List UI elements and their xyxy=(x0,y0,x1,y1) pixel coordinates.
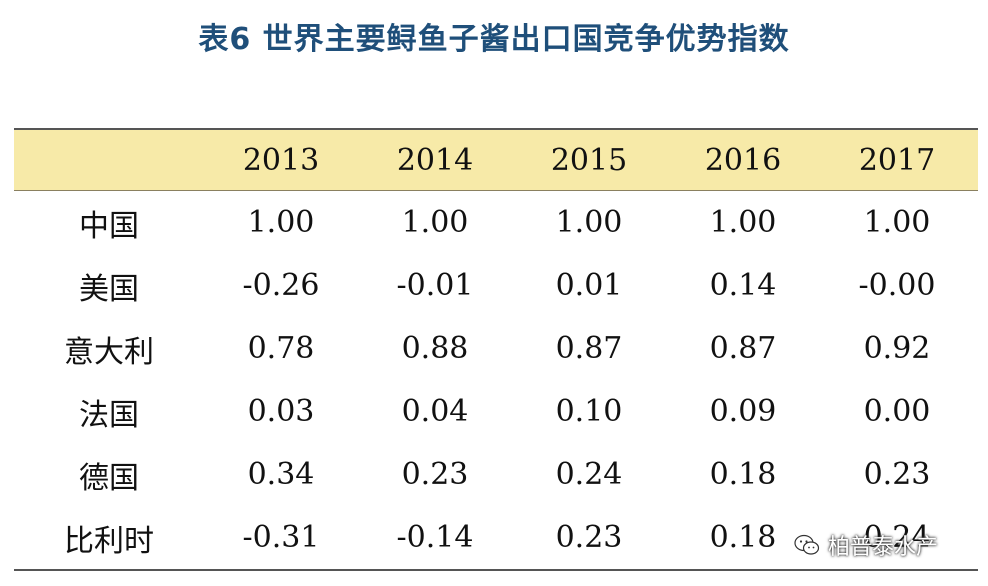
table-cell: 0.10 xyxy=(555,394,623,429)
table-cell: 0.23 xyxy=(863,457,931,492)
table-cell: 1.00 xyxy=(555,205,623,240)
table-row: 美国 -0.26 -0.01 0.01 0.14 -0.00 xyxy=(14,254,978,317)
table-row: 中国 1.00 1.00 1.00 1.00 1.00 xyxy=(14,191,978,254)
table-cell: 1.00 xyxy=(863,205,931,240)
table-cell: -0.00 xyxy=(858,268,936,303)
row-label-usa: 美国 xyxy=(79,271,139,307)
table-cell: 0.92 xyxy=(863,331,931,366)
table-cell: 0.87 xyxy=(555,331,623,366)
table-row: 意大利 0.78 0.88 0.87 0.87 0.92 xyxy=(14,317,978,380)
table-cell: 0.03 xyxy=(247,394,315,429)
table-cell: -0.14 xyxy=(396,520,474,555)
table-cell: 0.87 xyxy=(709,331,777,366)
header-year-2017: 2017 xyxy=(858,142,936,178)
data-table: 2013 2014 2015 2016 2017 中国 1.00 1.00 1.… xyxy=(14,128,978,571)
table-cell: 0.24 xyxy=(863,520,931,555)
table-row: 法国 0.03 0.04 0.10 0.09 0.00 xyxy=(14,380,978,443)
table-cell: 0.78 xyxy=(247,331,315,366)
table-cell: 0.14 xyxy=(709,268,777,303)
table-cell: 0.18 xyxy=(709,457,777,492)
table-cell: 0.00 xyxy=(863,394,931,429)
table-cell: -0.01 xyxy=(396,268,474,303)
header-year-2014: 2014 xyxy=(396,142,474,178)
table-title: 表6 世界主要鲟鱼子酱出口国竞争优势指数 xyxy=(198,22,790,57)
table-cell: 1.00 xyxy=(709,205,777,240)
table-body: 中国 1.00 1.00 1.00 1.00 1.00 美国 -0.26 -0.… xyxy=(14,191,978,569)
row-label-china: 中国 xyxy=(79,208,139,244)
table-header-row: 2013 2014 2015 2016 2017 xyxy=(14,130,978,191)
table-cell: 1.00 xyxy=(401,205,469,240)
table-row: 比利时 -0.31 -0.14 0.23 0.18 0.24 xyxy=(14,506,978,569)
row-label-italy: 意大利 xyxy=(64,334,154,370)
header-year-2015: 2015 xyxy=(550,142,628,178)
table-cell: 0.88 xyxy=(401,331,469,366)
row-label-france: 法国 xyxy=(79,397,139,433)
table-cell: 0.34 xyxy=(247,457,315,492)
table-cell: 0.23 xyxy=(555,520,623,555)
watermark-text: 柏普泰水产 xyxy=(828,535,939,560)
watermark: 柏普泰水产 xyxy=(792,530,938,560)
table-cell: -0.31 xyxy=(242,520,320,555)
table-cell: 0.24 xyxy=(555,457,623,492)
table-cell: -0.26 xyxy=(242,268,320,303)
table-cell: 0.18 xyxy=(709,520,777,555)
table-cell: 0.01 xyxy=(555,268,623,303)
header-year-2016: 2016 xyxy=(704,142,782,178)
table-cell: 0.04 xyxy=(401,394,469,429)
header-year-2013: 2013 xyxy=(242,142,320,178)
wechat-icon xyxy=(794,534,820,555)
table-cell: 0.23 xyxy=(401,457,469,492)
table-cell: 1.00 xyxy=(247,205,315,240)
table-cell: 0.09 xyxy=(709,394,777,429)
row-label-belgium: 比利时 xyxy=(64,523,154,559)
table-row: 德国 0.34 0.23 0.24 0.18 0.23 xyxy=(14,443,978,506)
row-label-germany: 德国 xyxy=(79,460,139,496)
